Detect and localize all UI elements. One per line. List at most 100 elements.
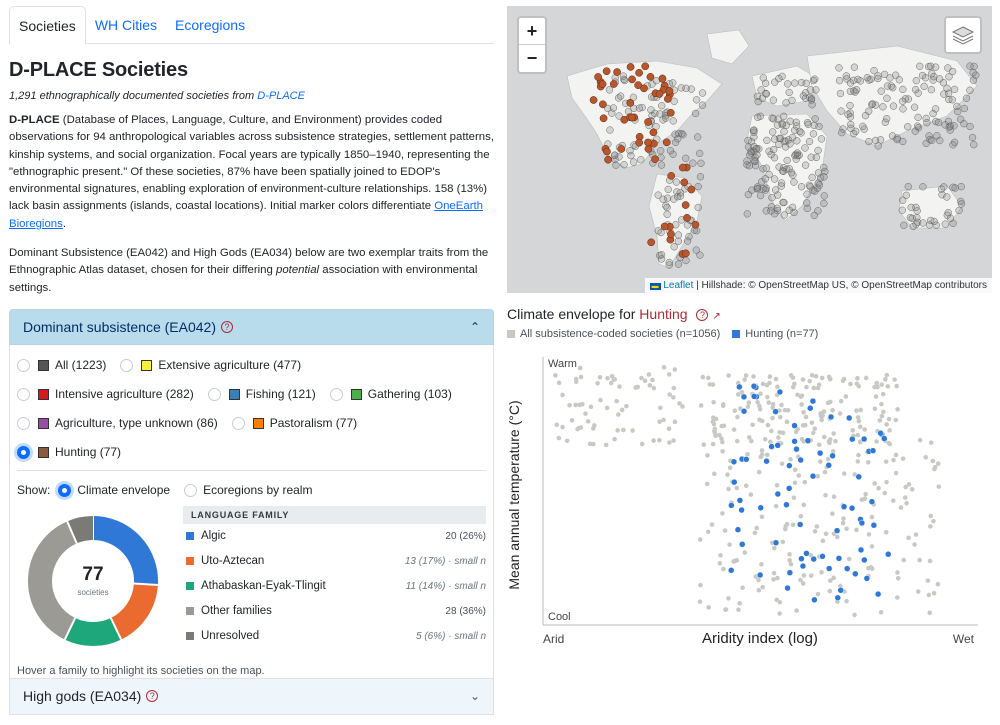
society-marker[interactable] [778,167,787,175]
society-marker[interactable] [669,117,677,125]
radio-button[interactable] [207,387,221,401]
external-link-icon[interactable]: ↗ [712,311,721,322]
society-marker[interactable] [904,183,912,191]
option-intensive-agriculture[interactable]: Intensive agriculture (282) [17,380,194,409]
zoom-out-button[interactable]: − [526,48,538,68]
society-marker[interactable] [937,185,946,193]
society-marker[interactable] [815,122,823,131]
society-marker[interactable] [837,107,845,115]
option-gathering[interactable]: Gathering (103) [329,380,452,409]
hunting-marker[interactable] [628,113,636,122]
society-marker[interactable] [762,207,770,215]
society-marker[interactable] [691,109,700,118]
hunting-marker[interactable] [640,84,648,93]
scatter-point-hunting[interactable] [819,553,826,560]
scatter-point-hunting[interactable] [791,438,798,445]
society-marker[interactable] [754,98,762,106]
society-marker[interactable] [797,183,806,191]
hunting-marker[interactable] [604,155,612,164]
society-marker[interactable] [780,211,789,219]
society-marker[interactable] [944,64,952,72]
scatter-point-hunting[interactable] [740,407,748,415]
society-marker[interactable] [930,73,938,81]
society-marker[interactable] [801,144,809,152]
hunting-marker[interactable] [641,62,650,71]
society-marker[interactable] [899,105,907,113]
hunting-marker[interactable] [617,145,626,153]
hunting-marker[interactable] [613,68,621,76]
society-marker[interactable] [846,87,855,96]
society-marker[interactable] [762,184,770,192]
society-marker[interactable] [820,199,828,208]
scatter-point-hunting[interactable] [848,504,856,512]
hunting-marker[interactable] [681,249,690,258]
society-marker[interactable] [808,101,816,109]
society-marker[interactable] [811,75,819,83]
radio-button[interactable] [17,358,30,372]
society-marker[interactable] [657,147,665,155]
scatter-point-hunting[interactable] [776,388,784,396]
help-icon[interactable]: ? [146,690,159,703]
society-marker[interactable] [802,79,810,87]
scatter-point-hunting[interactable] [861,556,868,564]
society-marker[interactable] [748,186,756,194]
society-marker[interactable] [943,211,951,219]
radio-button[interactable] [17,416,30,430]
society-marker[interactable] [665,261,673,269]
society-marker[interactable] [856,77,865,85]
society-marker[interactable] [696,173,705,181]
radio-button[interactable] [184,483,198,497]
society-marker[interactable] [883,115,891,123]
donut-slice[interactable] [28,521,78,640]
society-marker[interactable] [966,62,974,70]
family-row-unresolved[interactable]: Unresolved 5 (6%) · small n [183,624,486,649]
radio-button[interactable] [120,358,134,372]
option-pastoralism[interactable]: Pastoralism (77) [231,409,357,438]
society-marker[interactable] [762,164,771,172]
society-marker[interactable] [783,156,791,165]
society-marker[interactable] [670,195,678,203]
society-marker[interactable] [682,154,690,162]
society-marker[interactable] [913,214,921,222]
society-marker[interactable] [647,106,655,114]
society-marker[interactable] [931,105,940,113]
society-marker[interactable] [924,62,933,71]
society-marker[interactable] [811,115,819,123]
society-marker[interactable] [626,147,634,155]
society-marker[interactable] [676,189,684,197]
scatter-point-hunting[interactable] [806,404,814,412]
society-marker[interactable] [767,150,775,159]
society-marker[interactable] [662,114,670,122]
dplace-link[interactable]: D-PLACE [257,90,305,102]
society-marker[interactable] [780,128,788,136]
society-marker[interactable] [674,237,683,245]
map-canvas[interactable] [507,6,992,293]
society-marker[interactable] [654,191,662,199]
society-marker[interactable] [654,227,662,235]
society-marker[interactable] [960,120,968,128]
society-marker[interactable] [753,183,762,191]
option-extensive-agriculture[interactable]: Extensive agriculture (477) [120,351,301,380]
hunting-marker[interactable] [602,67,611,76]
scatter-point-hunting[interactable] [730,458,738,466]
hunting-marker[interactable] [658,75,667,83]
society-marker[interactable] [970,141,978,149]
society-marker[interactable] [666,147,675,155]
family-row-other[interactable]: Other families 28 (36%) [183,599,486,624]
society-marker[interactable] [805,137,814,146]
society-marker[interactable] [794,151,802,160]
scatter-point-hunting[interactable] [816,449,824,457]
society-marker[interactable] [927,86,936,94]
hunting-marker[interactable] [644,145,653,153]
society-marker[interactable] [774,191,782,199]
society-marker[interactable] [835,76,844,85]
society-marker[interactable] [913,207,921,215]
hunting-points[interactable] [727,382,892,604]
society-marker[interactable] [605,86,614,94]
society-marker[interactable] [910,103,919,111]
hunting-marker[interactable] [667,230,675,239]
scatter-point-hunting[interactable] [791,422,798,429]
society-marker[interactable] [883,94,891,102]
society-marker[interactable] [846,109,854,117]
society-marker[interactable] [895,76,903,84]
